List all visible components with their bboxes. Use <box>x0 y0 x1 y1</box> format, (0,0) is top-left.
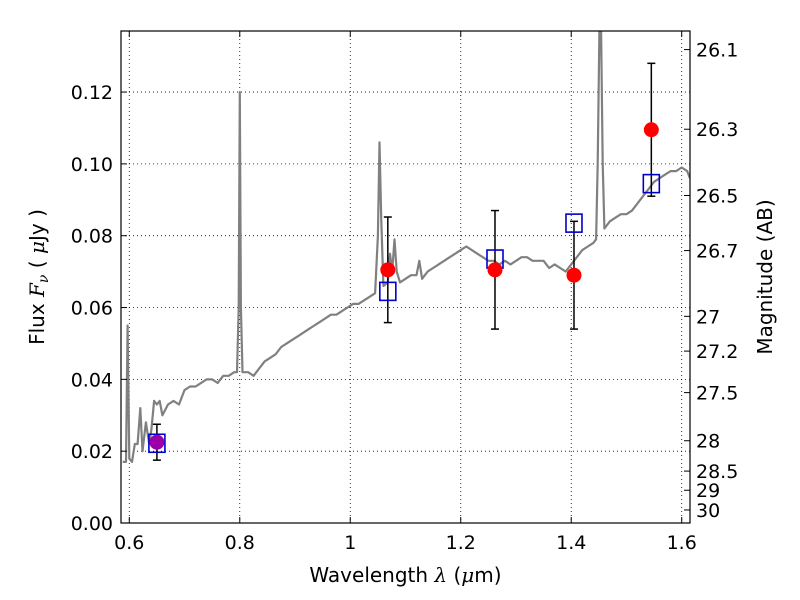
model-square <box>379 281 397 302</box>
magnitude-tick-label: 29 <box>696 480 720 502</box>
observed-point <box>566 267 582 283</box>
model-photometry-series <box>148 173 661 454</box>
magnitude-tick-label: 27.5 <box>696 383 738 405</box>
x-axis: 0.6 0.8 1 1.2 1.4 1.6 <box>114 31 697 554</box>
y-tick-label: 0.02 <box>71 441 113 463</box>
x-tick-label: 1.4 <box>556 532 586 554</box>
magnitude-tick-label: 26.1 <box>696 40 738 62</box>
errorbar-series <box>152 62 656 461</box>
x-tick-label: 0.8 <box>225 532 255 554</box>
y-axis-label: Flux Fν ( μJy ) <box>25 209 52 345</box>
magnitude-tick-label: 26.7 <box>696 241 738 263</box>
observed-point <box>380 262 396 278</box>
x-tick-label: 1 <box>344 532 356 554</box>
magnitude-tick-label: 28.5 <box>696 461 738 483</box>
observed-point <box>149 434 165 450</box>
y-tick-label: 0.12 <box>71 82 113 104</box>
observed-point <box>643 122 659 138</box>
spectrum-line <box>122 31 690 463</box>
y-tick-label: 0.08 <box>71 226 113 248</box>
magnitude-tick-label: 26.3 <box>696 119 738 141</box>
plot-frame <box>120 30 691 524</box>
y-axis: 0.00 0.02 0.04 0.06 0.08 0.10 0.12 <box>71 82 127 535</box>
magnitude-axis-label: Magnitude (AB) <box>753 199 777 354</box>
spectrum-series <box>122 31 690 463</box>
model-square <box>642 173 661 194</box>
x-axis-label: Wavelength λ (μm) <box>309 563 501 587</box>
x-tick-label: 1.6 <box>667 532 697 554</box>
grid <box>121 31 690 524</box>
magnitude-tick-label: 28 <box>696 431 720 453</box>
y-tick-label: 0.06 <box>71 298 113 320</box>
model-square <box>565 213 583 233</box>
observed-point <box>487 262 503 278</box>
y-tick-label: 0.10 <box>71 154 113 176</box>
magnitude-tick-label: 30 <box>696 500 720 522</box>
model-square <box>148 433 166 454</box>
x-tick-label: 0.6 <box>114 532 144 554</box>
magnitude-tick-label: 27.2 <box>696 341 738 363</box>
observed-photometry-series <box>149 122 659 450</box>
magnitude-tick-label: 26.5 <box>696 185 738 207</box>
y-tick-label: 0.00 <box>71 513 113 535</box>
x-tick-label: 1.2 <box>446 532 476 554</box>
y-tick-label: 0.04 <box>71 369 113 391</box>
magnitude-tick-label: 27 <box>696 306 720 328</box>
